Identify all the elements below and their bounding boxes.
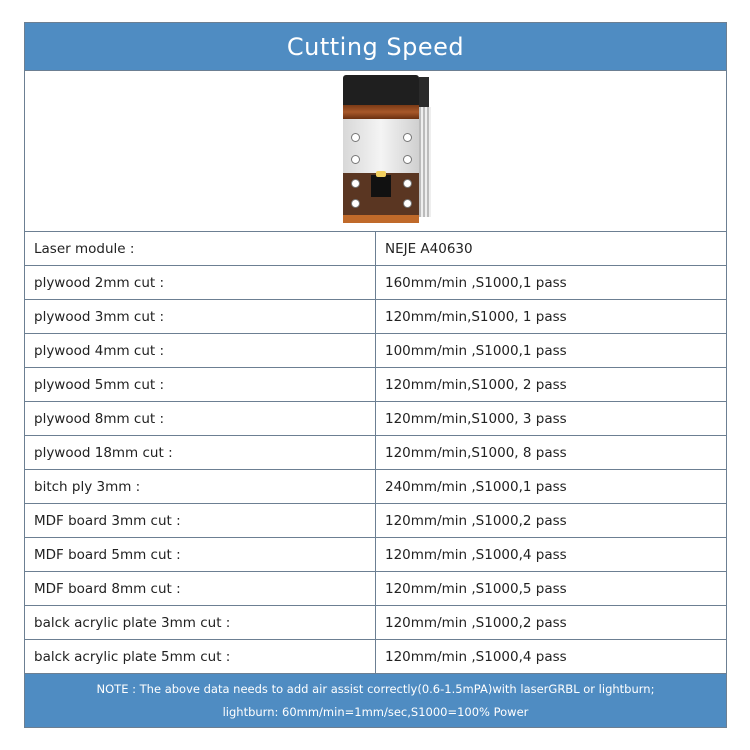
table-row: plywood 4mm cut :100mm/min ,S1000,1 pass <box>25 333 726 368</box>
laser-module-image <box>343 75 431 223</box>
row-label: MDF board 3mm cut : <box>25 503 376 538</box>
row-value: 240mm/min ,S1000,1 pass <box>375 469 726 504</box>
table-row: MDF board 5mm cut :120mm/min ,S1000,4 pa… <box>25 537 726 572</box>
row-value: 120mm/min ,S1000,5 pass <box>375 571 726 606</box>
row-label: bitch ply 3mm : <box>25 469 376 504</box>
table-row: MDF board 8mm cut :120mm/min ,S1000,5 pa… <box>25 571 726 606</box>
note-line-1: NOTE : The above data needs to add air a… <box>96 682 655 696</box>
row-value: 120mm/min,S1000, 1 pass <box>375 299 726 334</box>
table-row: plywood 5mm cut :120mm/min,S1000, 2 pass <box>25 367 726 402</box>
row-value: 120mm/min ,S1000,4 pass <box>375 639 726 674</box>
table-row: Laser module : NEJE A40630 <box>25 232 726 266</box>
row-label: MDF board 5mm cut : <box>25 537 376 572</box>
row-value: 120mm/min ,S1000,4 pass <box>375 537 726 572</box>
product-image-area <box>25 71 726 232</box>
row-label: Laser module : <box>25 232 376 266</box>
note-banner: NOTE : The above data needs to add air a… <box>25 674 726 727</box>
row-value: 120mm/min ,S1000,2 pass <box>375 605 726 640</box>
row-label: balck acrylic plate 3mm cut : <box>25 605 376 640</box>
row-value: 120mm/min ,S1000,2 pass <box>375 503 726 538</box>
row-label: plywood 4mm cut : <box>25 333 376 368</box>
row-label: plywood 18mm cut : <box>25 435 376 470</box>
table-row: bitch ply 3mm :240mm/min ,S1000,1 pass <box>25 469 726 504</box>
row-label: plywood 2mm cut : <box>25 265 376 300</box>
row-value: 160mm/min ,S1000,1 pass <box>375 265 726 300</box>
row-value: 120mm/min,S1000, 2 pass <box>375 367 726 402</box>
row-label: plywood 3mm cut : <box>25 299 376 334</box>
table-row: plywood 18mm cut :120mm/min,S1000, 8 pas… <box>25 435 726 470</box>
row-value: 120mm/min,S1000, 3 pass <box>375 401 726 436</box>
table-row: plywood 2mm cut :160mm/min ,S1000,1 pass <box>25 265 726 300</box>
row-value: 100mm/min ,S1000,1 pass <box>375 333 726 368</box>
cutting-speed-sheet: Cutting Speed Laser module : NEJE A40630 p… <box>24 22 727 728</box>
note-line-2: lightburn: 60mm/min=1mm/sec,S1000=100% P… <box>222 705 529 719</box>
row-value: NEJE A40630 <box>375 232 726 266</box>
row-label: balck acrylic plate 5mm cut : <box>25 639 376 674</box>
table-row: balck acrylic plate 5mm cut :120mm/min ,… <box>25 639 726 674</box>
table-row: balck acrylic plate 3mm cut :120mm/min ,… <box>25 605 726 640</box>
row-label: plywood 5mm cut : <box>25 367 376 402</box>
row-label: plywood 8mm cut : <box>25 401 376 436</box>
table-row: MDF board 3mm cut :120mm/min ,S1000,2 pa… <box>25 503 726 538</box>
table-row: plywood 8mm cut :120mm/min,S1000, 3 pass <box>25 401 726 436</box>
cutting-speed-table: Laser module : NEJE A40630 plywood 2mm cut… <box>25 232 726 674</box>
row-label: MDF board 8mm cut : <box>25 571 376 606</box>
page-title: Cutting Speed <box>25 23 726 71</box>
table-row: plywood 3mm cut :120mm/min,S1000, 1 pass <box>25 299 726 334</box>
row-value: 120mm/min,S1000, 8 pass <box>375 435 726 470</box>
